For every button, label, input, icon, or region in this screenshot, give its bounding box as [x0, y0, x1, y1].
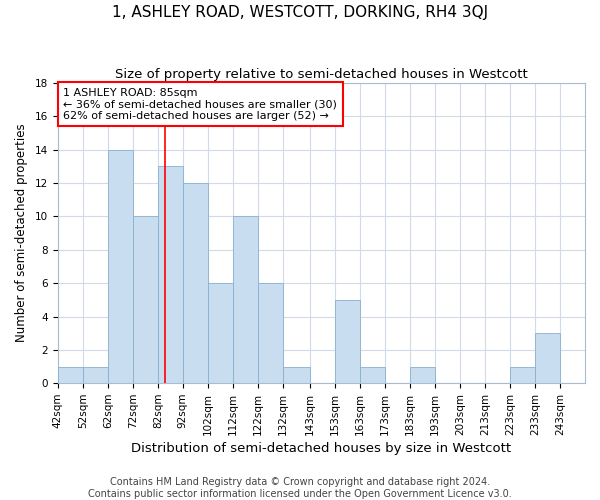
Text: Contains HM Land Registry data © Crown copyright and database right 2024.
Contai: Contains HM Land Registry data © Crown c…: [88, 478, 512, 499]
Bar: [158, 166, 183, 383]
Text: 1 ASHLEY ROAD: 85sqm
← 36% of semi-detached houses are smaller (30)
62% of semi-: 1 ASHLEY ROAD: 85sqm ← 36% of semi-detac…: [63, 88, 337, 121]
X-axis label: Distribution of semi-detached houses by size in Westcott: Distribution of semi-detached houses by …: [131, 442, 512, 455]
Bar: [510, 366, 535, 383]
Y-axis label: Number of semi-detached properties: Number of semi-detached properties: [15, 124, 28, 342]
Bar: [360, 366, 385, 383]
Bar: [83, 366, 108, 383]
Text: 1, ASHLEY ROAD, WESTCOTT, DORKING, RH4 3QJ: 1, ASHLEY ROAD, WESTCOTT, DORKING, RH4 3…: [112, 5, 488, 20]
Bar: [410, 366, 435, 383]
Bar: [58, 366, 83, 383]
Bar: [335, 300, 360, 383]
Bar: [208, 283, 233, 383]
Bar: [133, 216, 158, 383]
Title: Size of property relative to semi-detached houses in Westcott: Size of property relative to semi-detach…: [115, 68, 528, 80]
Bar: [535, 333, 560, 383]
Bar: [233, 216, 258, 383]
Bar: [183, 183, 208, 383]
Bar: [283, 366, 310, 383]
Bar: [258, 283, 283, 383]
Bar: [108, 150, 133, 383]
